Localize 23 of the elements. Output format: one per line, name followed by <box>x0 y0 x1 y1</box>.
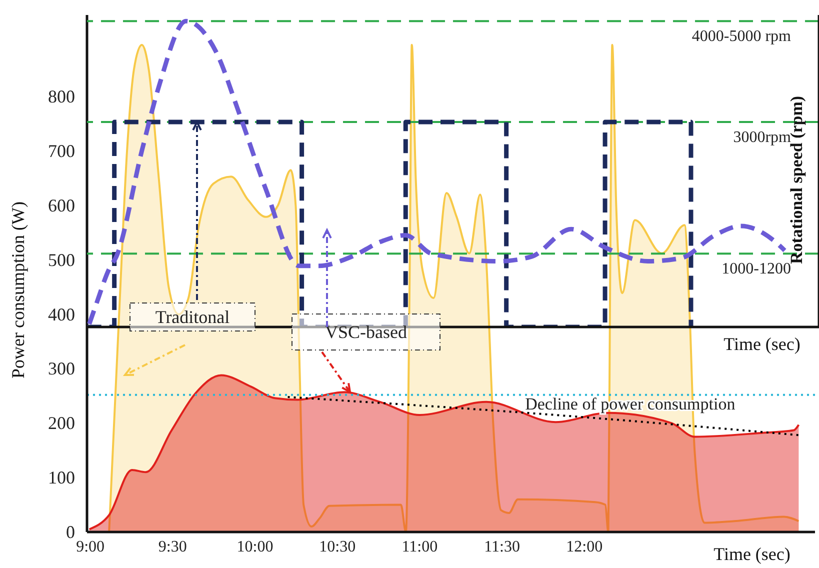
annotation: 1000-1200 <box>722 260 791 278</box>
x-axis-title: Time (sec) <box>714 544 790 564</box>
series-label: Traditonal <box>155 307 230 327</box>
y-tick-label: 100 <box>48 468 75 488</box>
annotation: 4000-5000 rpm <box>692 28 792 46</box>
y-tick-label: 600 <box>48 195 75 216</box>
y-tick-label: 700 <box>48 141 75 162</box>
x-tick-label: 12:00 <box>566 538 603 556</box>
x-tick-label: 9:00 <box>76 538 105 556</box>
x-tick-label: 10:00 <box>236 538 274 556</box>
x-tick-label: 9:30 <box>158 538 187 556</box>
x-tick-label: 11:00 <box>402 538 438 556</box>
x-tick-label: 10:30 <box>319 538 356 556</box>
x-axis-title: Time (sec) <box>724 334 800 354</box>
y-tick-label: 300 <box>48 358 75 379</box>
y-axis-title: Power consumption (W) <box>8 202 28 378</box>
y-tick-label: 800 <box>48 86 75 107</box>
y-tick-label: 500 <box>48 250 75 270</box>
y-tick-label: 400 <box>48 304 75 324</box>
x-tick-label: 11:30 <box>484 538 520 556</box>
text: VSC-based <box>325 322 407 342</box>
y-tick-label: 0 <box>66 522 75 542</box>
y-tick-label: 200 <box>48 413 75 434</box>
